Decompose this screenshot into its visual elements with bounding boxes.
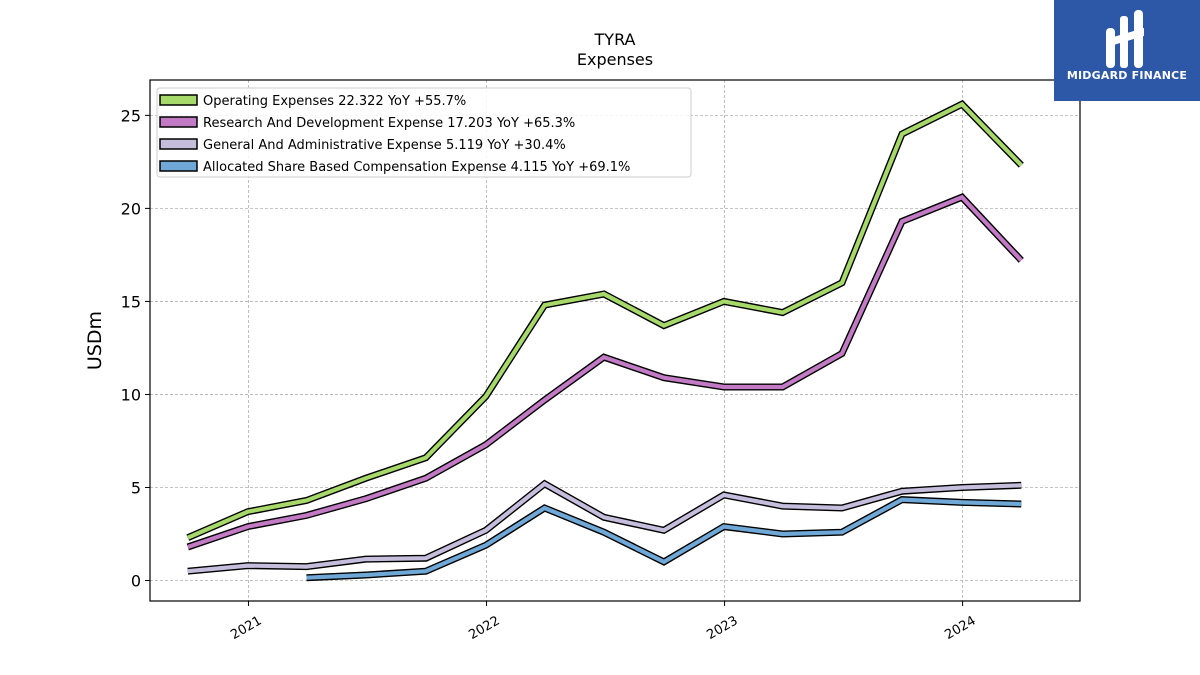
y-tick-label: 15 — [121, 292, 141, 311]
legend-swatch-2 — [159, 116, 198, 128]
legend-entry-1: Operating Expenses 22.322 YoY +55.7% — [203, 94, 466, 109]
y-tick-label: 10 — [121, 385, 141, 404]
midgard-finance-logo: MIDGARD FINANCE — [1054, 0, 1200, 101]
chart-title-block: TYRA Expenses — [150, 30, 1080, 70]
series-line-1 — [186, 101, 1023, 540]
chart-subtitle: Expenses — [576, 50, 654, 69]
x-tick-label: 2022 — [466, 613, 502, 643]
series-line-2 — [187, 194, 1023, 549]
legend-swatch-1 — [159, 94, 198, 106]
y-tick-label: 5 — [131, 478, 141, 497]
legend-box — [156, 87, 692, 178]
x-tick-label: 2024 — [942, 613, 978, 643]
logo-text: MIDGARD FINANCE — [1066, 69, 1188, 82]
x-tick-label: 2023 — [704, 613, 740, 643]
y-tick-label: 20 — [121, 199, 141, 218]
logo-mark-icon — [1106, 10, 1144, 68]
series-outline-4 — [306, 496, 1022, 582]
series-line-4 — [306, 497, 1022, 580]
legend-entry-3: General And Administrative Expense 5.119… — [203, 138, 566, 153]
y-tick-label: 25 — [121, 106, 141, 125]
legend-swatch-3 — [159, 138, 198, 150]
plot-frame — [149, 79, 1081, 602]
legend-entry-2: Research And Development Expense 17.203 … — [203, 116, 575, 131]
legend-swatch-4 — [159, 160, 198, 172]
y-axis-label: USDm — [84, 311, 106, 370]
legend-entry-4: Allocated Share Based Compensation Expen… — [203, 160, 630, 175]
series-line-3 — [187, 481, 1022, 574]
chart-title: TYRA — [594, 30, 636, 49]
y-tick-label: 0 — [131, 572, 141, 591]
x-tick-label: 2021 — [228, 613, 264, 643]
